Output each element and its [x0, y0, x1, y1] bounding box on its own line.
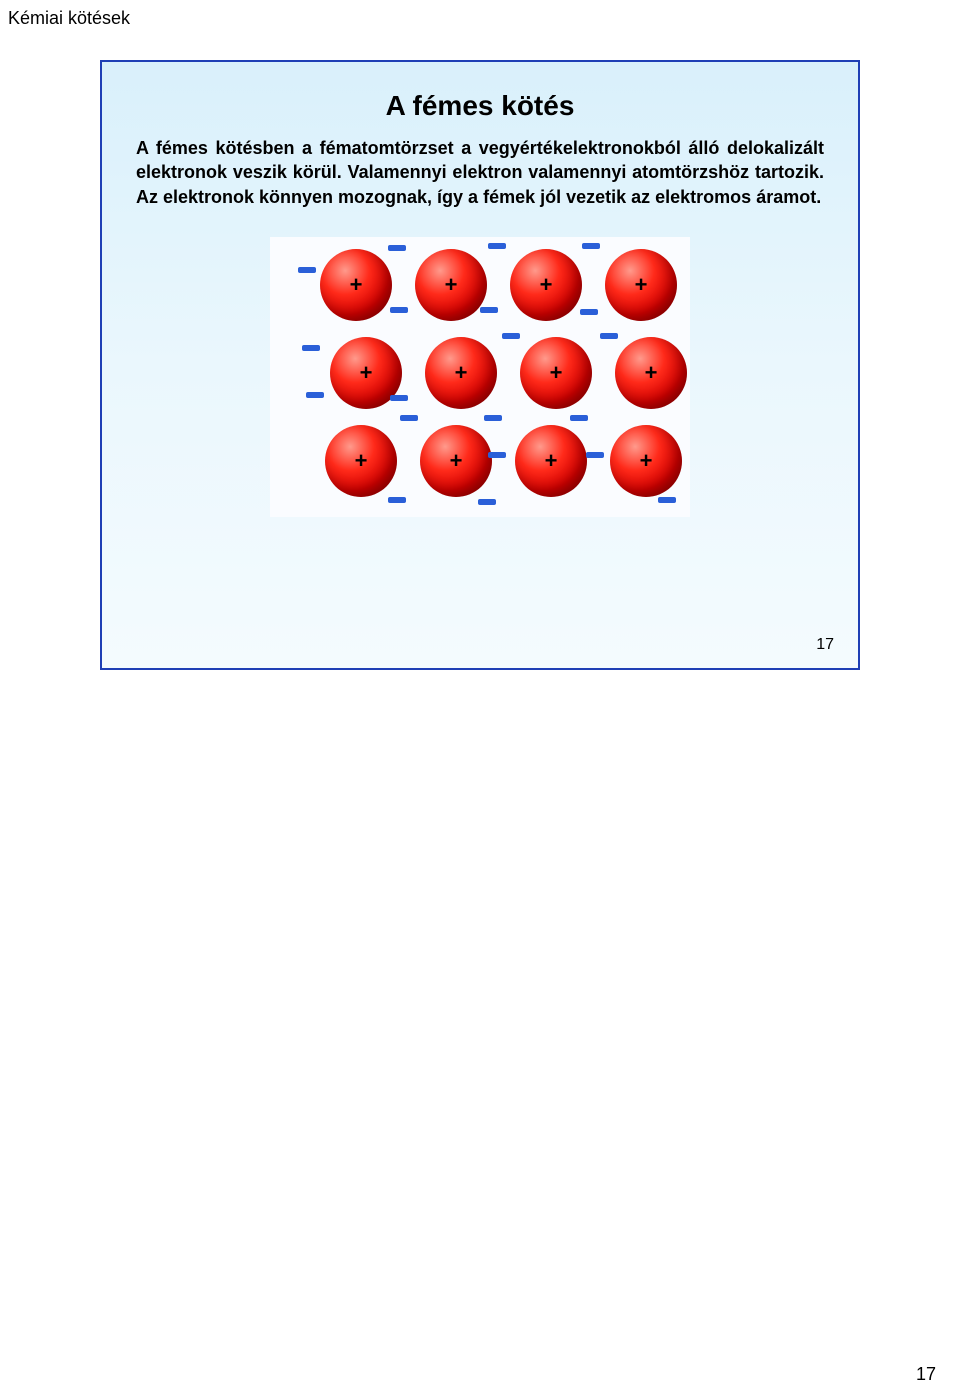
plus-symbol: +: [635, 274, 648, 296]
atom: +: [515, 425, 587, 497]
document-page-number: 17: [916, 1364, 936, 1385]
plus-symbol: +: [640, 450, 653, 472]
plus-symbol: +: [350, 274, 363, 296]
electron: [480, 307, 498, 313]
electron: [390, 395, 408, 401]
atom: +: [325, 425, 397, 497]
slide-title: A fémes kötés: [136, 90, 824, 122]
electron: [400, 415, 418, 421]
slide-frame: A fémes kötés A fémes kötésben a fématom…: [100, 60, 860, 670]
electron: [388, 497, 406, 503]
atom: +: [425, 337, 497, 409]
electron: [388, 245, 406, 251]
atom: +: [615, 337, 687, 409]
electron: [298, 267, 316, 273]
electron: [488, 452, 506, 458]
plus-symbol: +: [550, 362, 563, 384]
electron: [502, 333, 520, 339]
atom: +: [610, 425, 682, 497]
atom: +: [605, 249, 677, 321]
plus-symbol: +: [545, 450, 558, 472]
electron: [302, 345, 320, 351]
atom: +: [415, 249, 487, 321]
electron: [484, 415, 502, 421]
electron: [580, 309, 598, 315]
electron: [478, 499, 496, 505]
diagram-wrap: + + + + + + + + + + + +: [136, 237, 824, 517]
page-header-title: Kémiai kötések: [8, 8, 130, 28]
plus-symbol: +: [355, 450, 368, 472]
electron: [600, 333, 618, 339]
atom: +: [510, 249, 582, 321]
atom: +: [420, 425, 492, 497]
electron: [658, 497, 676, 503]
page-header: Kémiai kötések: [8, 8, 130, 29]
electron: [570, 415, 588, 421]
plus-symbol: +: [360, 362, 373, 384]
slide-page-number: 17: [816, 636, 834, 654]
plus-symbol: +: [450, 450, 463, 472]
atom: +: [520, 337, 592, 409]
atom: +: [320, 249, 392, 321]
electron: [586, 452, 604, 458]
metallic-bond-diagram: + + + + + + + + + + + +: [270, 237, 690, 517]
slide-body: A fémes kötésben a fématomtörzset a vegy…: [136, 136, 824, 209]
electron: [582, 243, 600, 249]
plus-symbol: +: [455, 362, 468, 384]
electron: [488, 243, 506, 249]
electron: [390, 307, 408, 313]
electron: [306, 392, 324, 398]
plus-symbol: +: [445, 274, 458, 296]
plus-symbol: +: [645, 362, 658, 384]
plus-symbol: +: [540, 274, 553, 296]
